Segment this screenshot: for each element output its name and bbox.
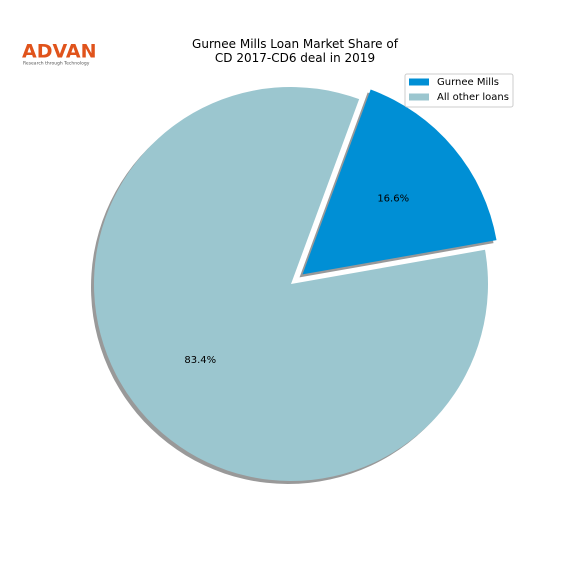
logo: ADVAN — [22, 41, 97, 63]
pie: 16.6% 83.4% — [93, 87, 497, 481]
legend: Gurnee Mills All other loans — [404, 73, 514, 108]
legend-box — [404, 73, 514, 108]
legend-swatch — [409, 93, 429, 101]
slice — [302, 89, 497, 275]
logo-tagline: Research through Technology — [23, 61, 90, 67]
legend-label: All other loans — [437, 92, 509, 103]
value-label: 16.6% — [377, 194, 409, 205]
legend-swatch — [409, 78, 429, 86]
legend-label: Gurnee Mills — [437, 77, 499, 88]
slice — [93, 87, 489, 481]
chart-title: Gurnee Mills Loan Market Share of CD 2017… — [192, 37, 399, 65]
value-label: 83.4% — [184, 355, 216, 366]
